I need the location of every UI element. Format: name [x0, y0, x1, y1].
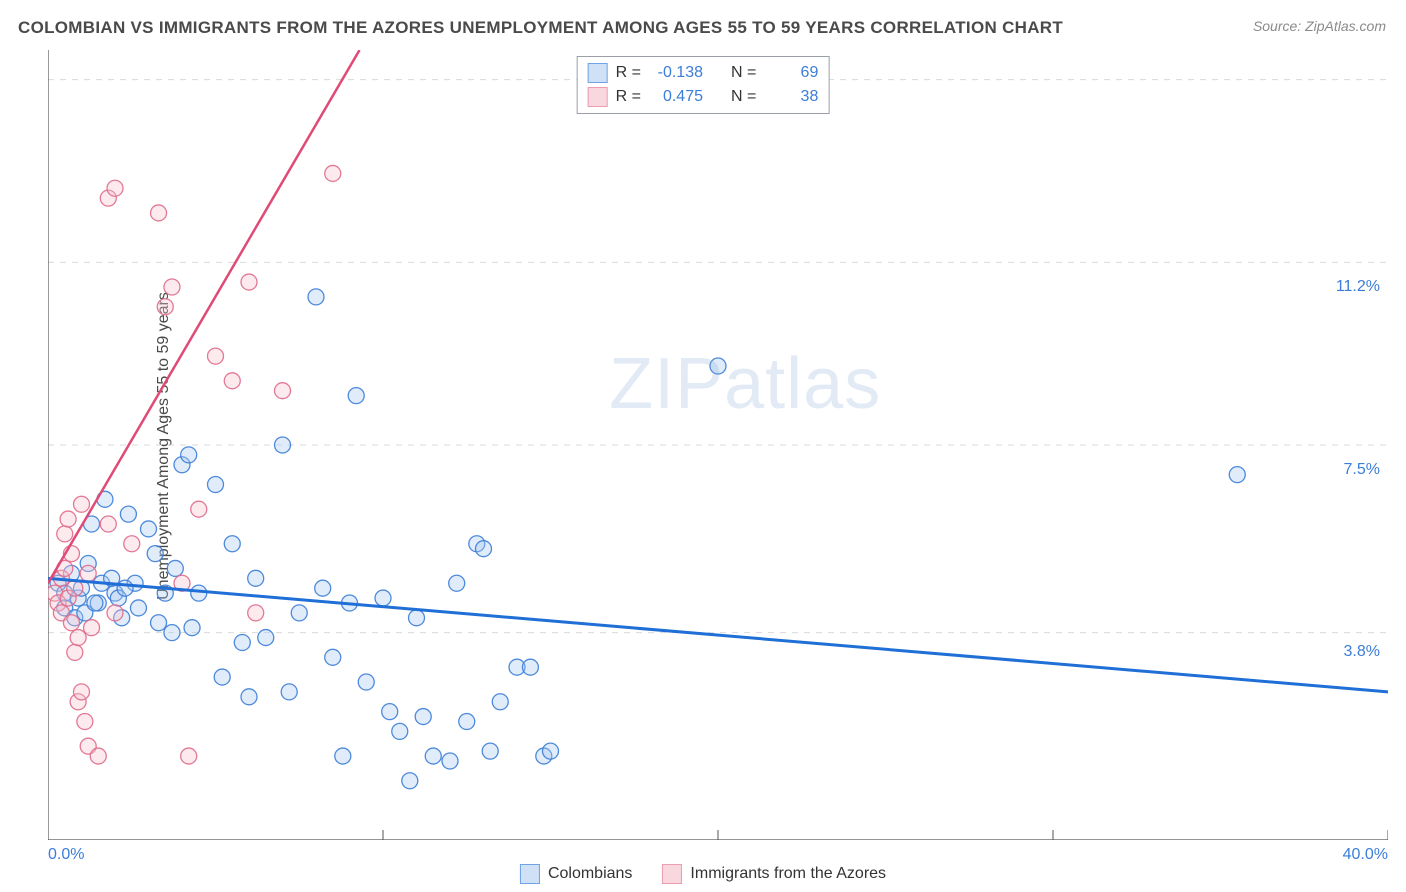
legend-row-series-2: R = 0.475 N = 38: [588, 85, 819, 109]
n-label: N =: [731, 64, 756, 82]
r-label: R =: [616, 88, 641, 106]
x-tick-label: 0.0%: [48, 846, 84, 892]
y-tick-label: 3.8%: [1344, 643, 1380, 661]
n-value-1: 69: [764, 64, 818, 82]
y-tick-label: 7.5%: [1344, 461, 1380, 479]
source-label: Source: ZipAtlas.com: [1253, 18, 1386, 34]
r-label: R =: [616, 64, 641, 82]
x-tick-label: 40.0%: [1343, 846, 1388, 892]
swatch-series-2-bottom: [662, 864, 682, 884]
correlation-legend: R = -0.138 N = 69 R = 0.475 N = 38: [577, 56, 830, 114]
swatch-series-1-bottom: [520, 864, 540, 884]
swatch-series-1: [588, 63, 608, 83]
r-value-1: -0.138: [649, 64, 703, 82]
scatter-plot: [48, 50, 1388, 840]
legend-label-1: Colombians: [548, 865, 632, 883]
swatch-series-2: [588, 87, 608, 107]
legend-item-2: Immigrants from the Azores: [662, 864, 886, 884]
chart-container: COLOMBIAN VS IMMIGRANTS FROM THE AZORES …: [0, 0, 1406, 892]
r-value-2: 0.475: [649, 88, 703, 106]
legend-row-series-1: R = -0.138 N = 69: [588, 61, 819, 85]
series-legend: Colombians Immigrants from the Azores: [520, 864, 886, 884]
legend-item-1: Colombians: [520, 864, 632, 884]
chart-title: COLOMBIAN VS IMMIGRANTS FROM THE AZORES …: [18, 18, 1063, 38]
legend-label-2: Immigrants from the Azores: [690, 865, 886, 883]
n-value-2: 38: [764, 88, 818, 106]
y-tick-label: 11.2%: [1336, 278, 1380, 296]
n-label: N =: [731, 88, 756, 106]
